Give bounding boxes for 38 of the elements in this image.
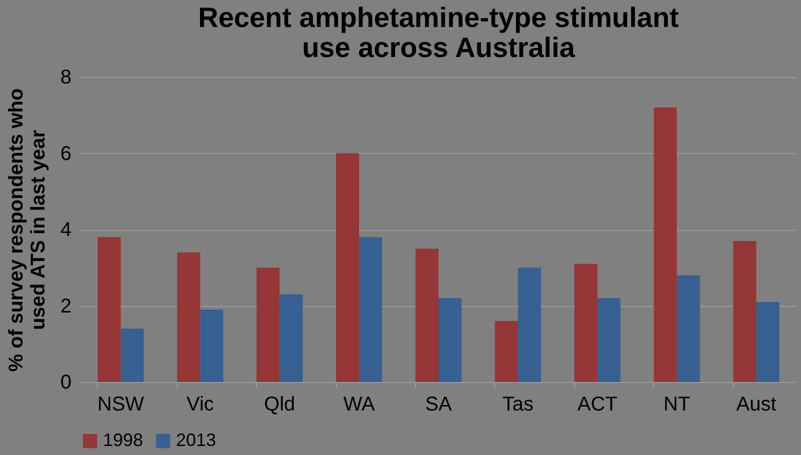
- text: use across Australia: [302, 32, 575, 63]
- legend-label: 2013: [176, 430, 216, 450]
- bar: [676, 275, 700, 382]
- text: % of survey respondents who: [5, 88, 28, 372]
- bar: [494, 321, 518, 382]
- x-tick-label: Qld: [264, 394, 296, 416]
- bar: [256, 268, 280, 382]
- y-tick-label: 6: [60, 142, 72, 165]
- y-tick-label: 2: [60, 295, 72, 318]
- bar: [359, 237, 382, 382]
- bar: [177, 252, 200, 382]
- bar: [98, 237, 121, 382]
- bar: [415, 248, 438, 382]
- bar: [574, 264, 598, 382]
- x-tick-label: Tas: [502, 394, 534, 416]
- legend-label: 1998: [103, 430, 144, 450]
- y-tick-label: 0: [60, 372, 72, 394]
- x-tick-label: SA: [425, 394, 452, 416]
- text: used ATS in last year: [27, 130, 50, 330]
- bar: [518, 268, 541, 382]
- bar: [733, 240, 756, 382]
- y-tick-label: 4: [60, 219, 72, 241]
- bar: [336, 153, 360, 382]
- y-tick-label: 8: [60, 66, 72, 88]
- bar: [654, 108, 677, 382]
- x-tick-label: Vic: [186, 394, 214, 416]
- bar: [597, 298, 620, 382]
- bar: [200, 310, 224, 382]
- bar: [280, 294, 303, 382]
- bar: [120, 328, 144, 382]
- x-tick-label: NSW: [97, 394, 144, 416]
- x-tick-label: WA: [343, 394, 376, 416]
- x-tick-label: Aust: [736, 394, 777, 416]
- x-tick-label: NT: [663, 394, 690, 416]
- x-tick-label: ACT: [577, 394, 618, 416]
- bar: [756, 302, 780, 382]
- text: Recent amphetamine-type stimulant: [198, 2, 679, 33]
- bar: [438, 298, 462, 382]
